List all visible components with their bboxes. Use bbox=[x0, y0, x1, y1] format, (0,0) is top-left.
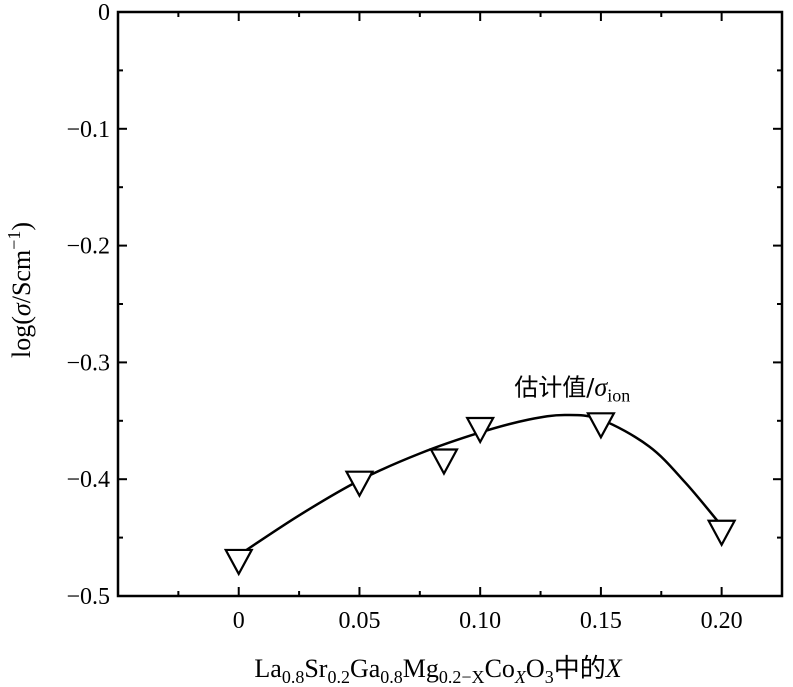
x-axis-title: La0.8Sr0.2Ga0.8Mg0.2−XCoXO3中的X bbox=[254, 654, 622, 687]
data-point-triangle bbox=[344, 470, 375, 499]
y-tick-label: −0.3 bbox=[66, 350, 110, 376]
y-tick-label: 0 bbox=[98, 0, 110, 26]
annotation-subscript: ion bbox=[607, 385, 630, 405]
y-tick-label: −0.2 bbox=[66, 234, 110, 260]
y-axis-title: log(σ/Scm−1) bbox=[4, 222, 36, 358]
y-axis-title-prefix: log( bbox=[7, 316, 36, 358]
y-axis-title-superscript: −1 bbox=[4, 231, 24, 250]
x-axis-title-sr: Sr bbox=[304, 654, 327, 683]
x-axis-title-mg: Mg bbox=[403, 654, 439, 683]
y-axis-title-sigma: σ bbox=[7, 302, 36, 316]
fit-curve-group bbox=[238, 413, 723, 557]
x-axis-title-sub6: 3 bbox=[545, 667, 554, 687]
data-point-triangle bbox=[465, 416, 496, 445]
y-axis-title-suffix: ) bbox=[7, 222, 36, 231]
x-axis-title-sub1: 0.8 bbox=[282, 667, 305, 687]
x-axis-title-sub5: X bbox=[514, 667, 527, 687]
x-axis-title-o: O bbox=[526, 654, 545, 683]
x-tick-label: 0 bbox=[233, 608, 245, 634]
x-axis-title-sub4: 0.2−X bbox=[439, 667, 485, 687]
data-points bbox=[223, 412, 737, 577]
data-point-triangle bbox=[706, 519, 737, 548]
y-tick-label: −0.5 bbox=[66, 584, 110, 610]
x-tick-label: 0.15 bbox=[580, 608, 622, 634]
data-point-triangle bbox=[223, 548, 254, 577]
y-axis-title-unit: /Scm bbox=[7, 250, 36, 303]
x-axis-title-x: X bbox=[605, 654, 623, 683]
y-tick-label: −0.4 bbox=[66, 467, 110, 493]
x-axis-title-sub3: 0.8 bbox=[380, 667, 403, 687]
x-axis-title-zhongde: 中的 bbox=[554, 654, 606, 684]
x-axis-title-ga: Ga bbox=[350, 654, 381, 683]
plot-frame bbox=[116, 10, 784, 598]
data-point-triangle bbox=[586, 412, 616, 440]
x-tick-label: 0.10 bbox=[459, 608, 501, 634]
x-tick-label: 0.05 bbox=[338, 608, 380, 634]
x-axis-title-la: La bbox=[254, 654, 282, 683]
data-point-triangle bbox=[429, 448, 459, 476]
plot-border bbox=[116, 10, 784, 598]
axis-ticks: 0 −0.1 −0.2 −0.3 −0.4 −0.5 0 0.05 0.10 0.15 0.20 bbox=[66, 0, 782, 634]
annotation-sigma: σ bbox=[594, 372, 608, 401]
annotation-label: 估计值/ bbox=[514, 373, 595, 401]
x-axis-title-sub2: 0.2 bbox=[327, 667, 350, 687]
y-tick-label: −0.1 bbox=[66, 117, 110, 143]
curve-annotation: 估计值/σion bbox=[514, 372, 630, 405]
x-axis-title-co: Co bbox=[485, 654, 515, 683]
fit-curve bbox=[238, 413, 723, 557]
x-tick-label: 0.20 bbox=[701, 608, 743, 634]
